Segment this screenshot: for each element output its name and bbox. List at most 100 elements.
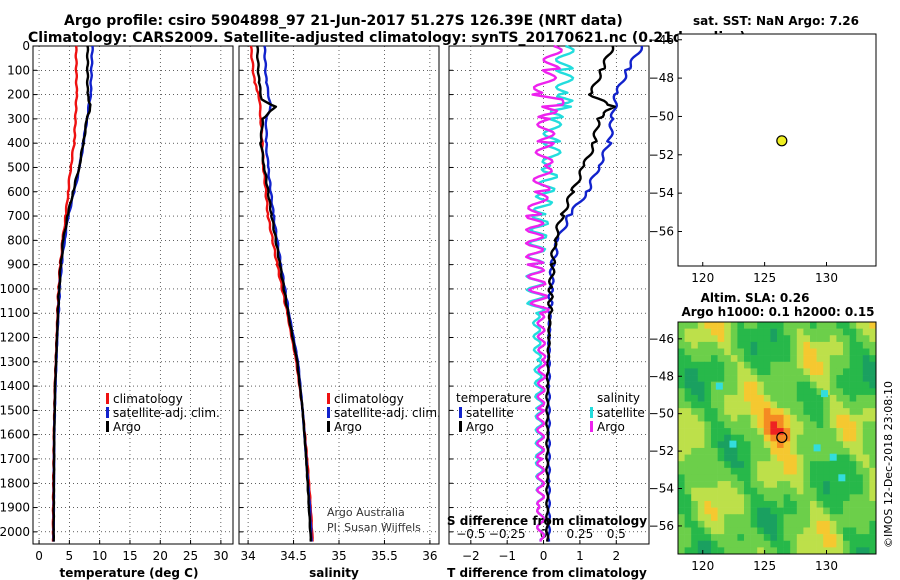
sla-cell xyxy=(750,454,758,462)
sla-cell xyxy=(697,328,705,336)
legend-swatch-s-argo xyxy=(590,421,593,432)
sla-cell xyxy=(829,414,837,422)
sla-cell xyxy=(757,368,765,376)
series-line-argo xyxy=(256,45,312,542)
sla-cell xyxy=(744,328,751,336)
sla-cell xyxy=(783,394,791,402)
sla-cell xyxy=(697,394,705,402)
legend-label-climatology: climatology xyxy=(334,392,404,406)
x-tick-label: 5 xyxy=(66,549,74,563)
sla-cell xyxy=(730,421,738,429)
sla-cell xyxy=(810,421,817,429)
sla-cell xyxy=(829,467,837,475)
sla-cell xyxy=(770,514,778,522)
sla-cell xyxy=(843,335,850,343)
sla-cell xyxy=(717,361,725,369)
sla-cell xyxy=(816,487,824,495)
sla-cell xyxy=(717,520,725,528)
sla-low-patch xyxy=(715,382,723,390)
x-tick-label: 10 xyxy=(92,549,107,563)
sla-cell xyxy=(843,441,850,449)
sla-cell xyxy=(856,494,864,502)
x-tick-label: 15 xyxy=(122,549,137,563)
sla-cell xyxy=(744,454,751,462)
sla-cell xyxy=(678,355,685,363)
sla-cell xyxy=(711,388,718,396)
sla-cell xyxy=(704,328,712,336)
sla-cell xyxy=(862,481,870,489)
sla-cell xyxy=(744,408,751,416)
sla-cell xyxy=(790,500,798,508)
y-tick-label: 0 xyxy=(22,39,30,53)
sla-cell xyxy=(750,381,758,389)
sla-cell xyxy=(790,547,798,555)
sla-cell xyxy=(783,381,791,389)
sla-cell xyxy=(816,355,824,363)
sla-cell xyxy=(757,408,765,416)
sla-cell xyxy=(730,500,738,508)
temperature-panel: 0100200300400500600700800900100011001200… xyxy=(0,39,234,580)
x-tick-label: 0 xyxy=(35,549,43,563)
sla-cell xyxy=(770,494,778,502)
sla-cell xyxy=(678,428,685,435)
sla-cell xyxy=(829,368,837,376)
sla-cell xyxy=(750,328,758,336)
sla-cell xyxy=(678,322,685,329)
sla-cell xyxy=(856,335,864,343)
sla-cell xyxy=(763,428,771,435)
sla-cell xyxy=(724,434,732,442)
sla-cell xyxy=(783,467,791,475)
sla-cell xyxy=(856,547,864,555)
sla-cell xyxy=(829,534,837,542)
sla-cell xyxy=(711,401,718,409)
sla-map-subtitle: Argo h1000: 0.1 h2000: 0.15 xyxy=(681,305,874,319)
t-difference-label: T difference from climatology xyxy=(447,566,647,580)
sla-cell xyxy=(796,494,804,502)
sla-cell xyxy=(823,434,831,442)
map-y-tick-label: −52 xyxy=(649,444,674,458)
sla-cell xyxy=(823,348,831,356)
sla-cell xyxy=(816,481,824,489)
credit-argo-australia: Argo Australia xyxy=(327,506,405,519)
sla-cell xyxy=(790,368,798,376)
sla-cell xyxy=(823,441,831,449)
sla-cell xyxy=(763,540,771,548)
sla-cell xyxy=(770,368,778,376)
sla-cell xyxy=(829,361,837,369)
sla-cell xyxy=(724,381,732,389)
sla-cell xyxy=(691,520,699,528)
sla-cell xyxy=(823,467,831,475)
sla-cell xyxy=(777,421,784,429)
sla-cell xyxy=(757,361,765,369)
sla-cell xyxy=(697,375,705,382)
sla-cell xyxy=(836,461,844,469)
sla-cell xyxy=(816,461,824,469)
sla-cell xyxy=(790,527,798,535)
sla-cell xyxy=(757,394,765,402)
sla-cell xyxy=(783,447,791,455)
sla-cell xyxy=(869,428,877,435)
sla-cell xyxy=(856,434,864,442)
sla-low-patch xyxy=(821,390,829,398)
sla-cell xyxy=(777,408,784,416)
y-tick-label: 1200 xyxy=(0,331,30,345)
sla-cell xyxy=(757,434,765,442)
sla-cell xyxy=(869,355,877,363)
sla-cell xyxy=(744,421,751,429)
sla-cell xyxy=(796,447,804,455)
sla-cell xyxy=(691,348,699,356)
sla-cell xyxy=(796,361,804,369)
x-tick-label: 30 xyxy=(213,549,228,563)
sla-cell xyxy=(823,368,831,376)
sla-cell xyxy=(678,487,685,495)
sla-cell xyxy=(783,408,791,416)
sla-cell xyxy=(777,322,784,329)
sla-cell xyxy=(704,441,712,449)
sla-cell xyxy=(849,494,857,502)
sla-cell xyxy=(869,520,877,528)
sla-cell xyxy=(724,388,732,396)
sla-cell xyxy=(836,494,844,502)
sla-cell xyxy=(730,467,738,475)
sla-cell xyxy=(829,381,837,389)
sla-cell xyxy=(678,375,685,382)
